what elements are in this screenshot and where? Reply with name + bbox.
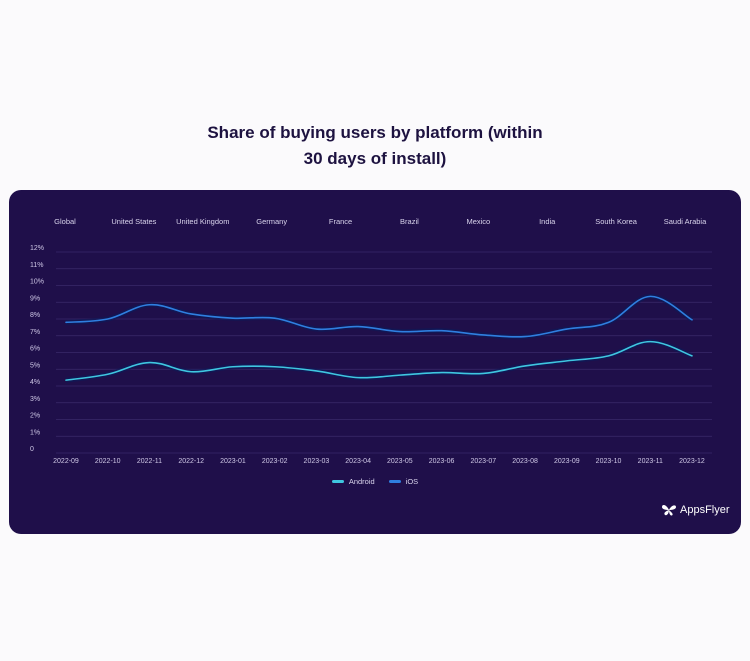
country-label: United Kingdom — [176, 217, 230, 226]
x-tick-label: 2023-02 — [262, 458, 288, 465]
y-tick-label: 7% — [30, 329, 40, 336]
ios-swatch-icon — [388, 480, 401, 483]
country-labels: Global United States United Kingdom Germany… — [0, 217, 750, 231]
chart-title: Share of buying users by platform (withi… — [0, 120, 750, 172]
x-tick-label: 2023-05 — [387, 458, 413, 465]
y-tick-label: 8% — [30, 312, 40, 319]
chart-title-line-2: 30 days of install) — [303, 149, 447, 168]
series-line-ios[interactable] — [65, 295, 693, 338]
series-line-android[interactable] — [65, 340, 693, 381]
legend-item-ios[interactable]: iOS — [388, 477, 419, 486]
country-label: Germany — [256, 217, 288, 226]
x-tick-label: 2023-08 — [512, 458, 538, 465]
y-tick-label: 4% — [30, 379, 40, 386]
appsflyer-logo: AppsFlyer — [661, 503, 730, 517]
chart-legend: Android iOS — [0, 477, 750, 486]
country-label: United States — [111, 217, 157, 226]
country-label: France — [328, 217, 353, 226]
country-label: Global — [54, 217, 76, 226]
logo-text: AppsFlyer — [680, 504, 730, 516]
x-tick-label: 2022-12 — [178, 458, 204, 465]
country-label: Brazil — [400, 217, 419, 226]
x-tick-label: 2023-06 — [429, 458, 455, 465]
x-tick-label: 2022-10 — [95, 458, 121, 465]
x-tick-label: 2023-03 — [304, 458, 330, 465]
y-tick-label: 11% — [30, 262, 44, 269]
x-tick-label: 2023-12 — [679, 458, 705, 465]
y-tick-label: 2% — [30, 413, 40, 420]
legend-label-ios: iOS — [405, 477, 419, 486]
y-tick-label: 5% — [30, 362, 40, 369]
legend-label-android: Android — [348, 477, 375, 486]
x-tick-label: 2023-01 — [220, 458, 246, 465]
android-swatch-icon — [331, 480, 344, 483]
butterfly-icon — [662, 505, 676, 516]
y-tick-label: 9% — [30, 295, 40, 302]
x-tick-label: 2023-10 — [596, 458, 622, 465]
y-tick-label: 1% — [30, 429, 40, 436]
y-tick-label: 3% — [30, 396, 40, 403]
legend-item-android[interactable]: Android — [331, 477, 375, 486]
y-tick-label: 10% — [30, 279, 44, 286]
x-tick-label: 2023-04 — [345, 458, 371, 465]
y-tick-label: 6% — [30, 346, 40, 353]
country-label: Mexico — [466, 217, 491, 226]
x-tick-label: 2022-11 — [137, 458, 162, 465]
x-tick-label: 2023-07 — [470, 458, 496, 465]
x-tick-label: 2023-09 — [554, 458, 580, 465]
x-tick-label: 2023-11 — [638, 458, 663, 465]
y-tick-label: 0 — [30, 446, 34, 453]
x-tick-label: 2022-09 — [53, 458, 79, 465]
country-label: South Korea — [595, 217, 637, 226]
country-label: India — [539, 217, 556, 226]
series-shadow — [65, 339, 693, 383]
country-label: Saudi Arabia — [663, 217, 707, 226]
chart-card — [9, 190, 741, 534]
chart-title-line-1: Share of buying users by platform (withi… — [207, 123, 543, 142]
y-tick-label: 12% — [30, 245, 44, 252]
